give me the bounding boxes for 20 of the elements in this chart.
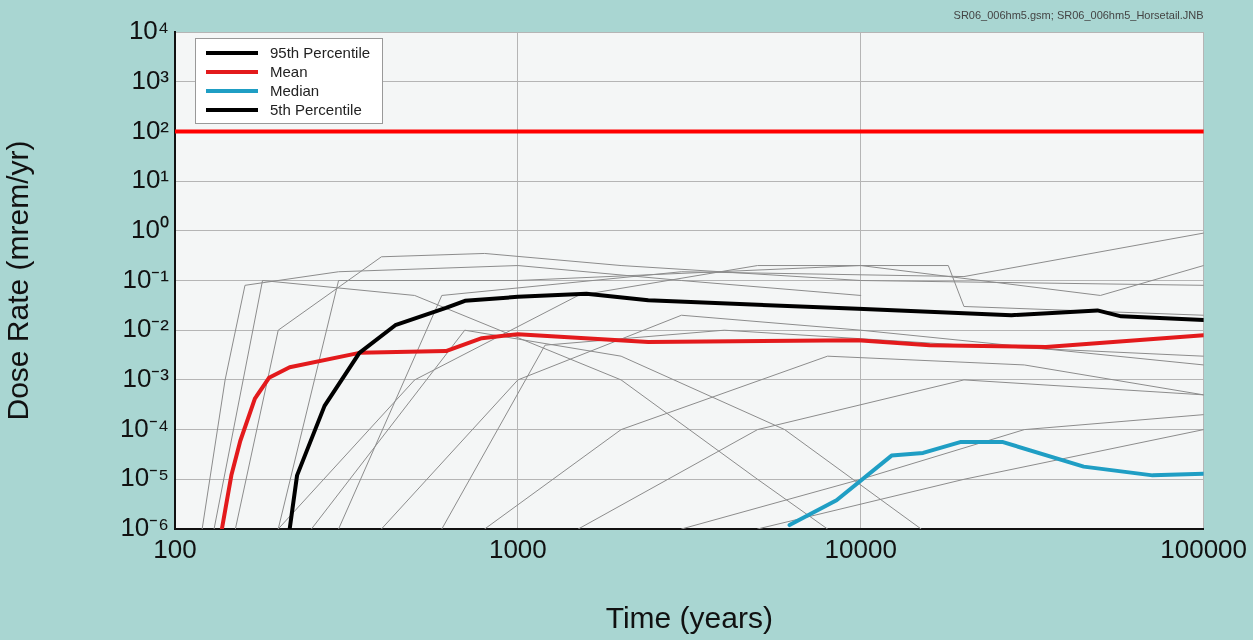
x-tick-label: 1000 xyxy=(488,533,547,564)
x-axis-title: Time (years) xyxy=(605,601,773,635)
y-tick-label: 10⁻⁵ xyxy=(120,462,169,493)
x-tick-label: 100000 xyxy=(1160,533,1247,564)
y-tick-label: 10⁻⁴ xyxy=(119,412,169,443)
legend-label: 95th Percentile xyxy=(270,44,371,61)
legend-label: Median xyxy=(270,82,320,99)
y-tick-label: 10⁻² xyxy=(122,313,170,344)
y-tick-label: 10¹ xyxy=(131,164,170,195)
y-axis-title: Dose Rate (mrem/yr) xyxy=(1,140,35,421)
y-tick-label: 10³ xyxy=(131,64,170,95)
text: SR06_006hm5.gsm; SR06_006hm5_Horsetail.JNB xyxy=(953,9,1204,22)
legend-label: 5th Percentile xyxy=(270,101,362,118)
y-tick-label: 10⁻¹ xyxy=(122,263,170,294)
x-tick-label: 10000 xyxy=(824,533,897,564)
y-tick-label: 10⁻³ xyxy=(122,363,170,394)
y-tick-label: 10⁰ xyxy=(131,213,169,244)
legend-label: Mean xyxy=(270,63,308,80)
y-tick-label: 10⁴ xyxy=(128,15,169,46)
y-tick-label: 10² xyxy=(131,114,170,145)
